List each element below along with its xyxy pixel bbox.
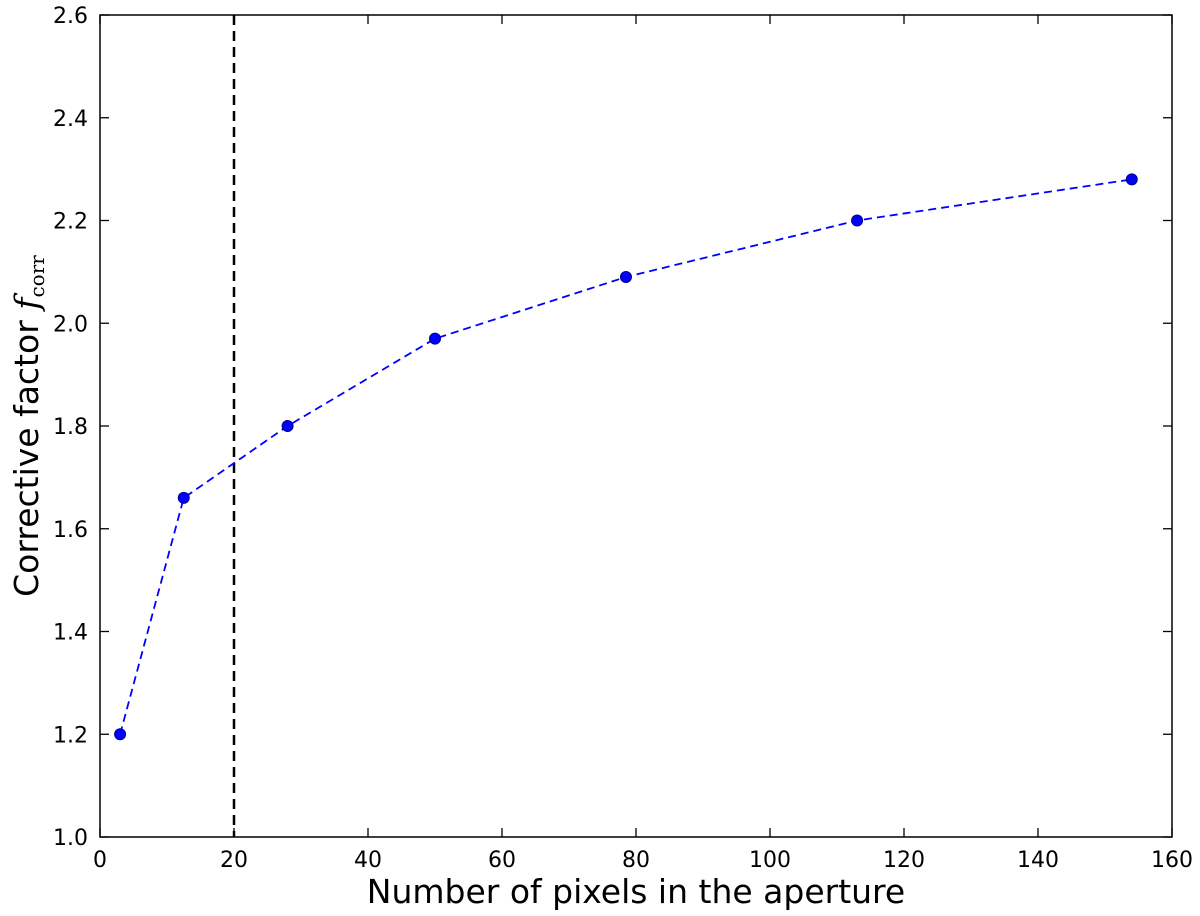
y-axis-title-subscript: corr bbox=[25, 255, 49, 298]
data-point bbox=[177, 491, 190, 504]
x-tick-label: 140 bbox=[1017, 848, 1059, 873]
x-tick-label: 120 bbox=[883, 848, 925, 873]
y-tick-label: 1.6 bbox=[53, 518, 88, 543]
y-tick-label: 1.2 bbox=[53, 723, 88, 748]
y-tick-label: 1.8 bbox=[53, 415, 88, 440]
y-tick-label: 1.0 bbox=[53, 826, 88, 851]
x-tick-label: 60 bbox=[488, 848, 516, 873]
x-tick-label: 160 bbox=[1151, 848, 1193, 873]
y-tick-label: 2.4 bbox=[53, 107, 88, 132]
y-tick-label: 2.2 bbox=[53, 210, 88, 235]
data-point bbox=[429, 332, 441, 345]
data-point bbox=[851, 214, 864, 227]
data-point bbox=[114, 728, 127, 741]
data-point bbox=[619, 271, 632, 284]
y-tick-label: 1.4 bbox=[53, 621, 88, 646]
x-axis-title: Number of pixels in the aperture bbox=[367, 872, 905, 911]
series-line bbox=[119, 178, 1132, 735]
plot-frame bbox=[99, 14, 1173, 838]
y-tick-label: 2.0 bbox=[53, 312, 88, 337]
data-point bbox=[281, 420, 294, 432]
y-tick-label: 2.6 bbox=[53, 4, 88, 29]
data-point bbox=[1125, 173, 1138, 186]
x-tick-label: 0 bbox=[93, 848, 107, 873]
x-tick-label: 40 bbox=[354, 848, 382, 873]
y-axis-title: Corrective factor fcorr bbox=[7, 255, 49, 597]
x-tick-label: 100 bbox=[749, 848, 791, 873]
x-tick-label: 80 bbox=[622, 848, 650, 873]
x-tick-label: 20 bbox=[220, 848, 248, 873]
y-axis-title-text: Corrective factor bbox=[7, 320, 46, 597]
